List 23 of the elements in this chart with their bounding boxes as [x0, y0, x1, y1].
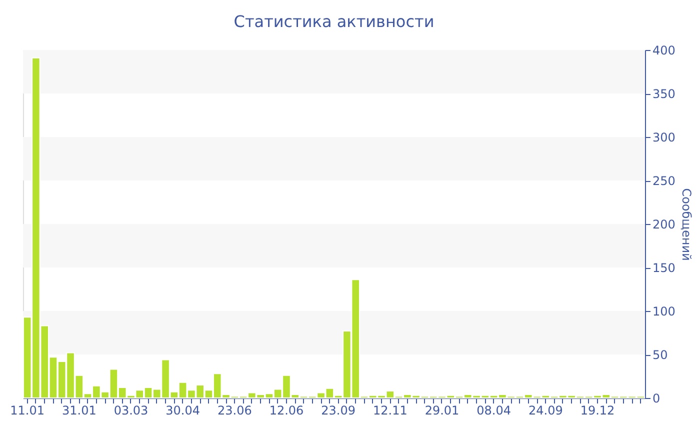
y-tick-label: 0 [652, 392, 660, 406]
chart-title: Статистика активности [234, 12, 434, 31]
x-tick-label: 03.03 [114, 404, 148, 418]
x-tick-label: 30.04 [166, 404, 200, 418]
y-tick-label: 50 [652, 348, 668, 362]
x-tick-label: 23.06 [217, 404, 252, 418]
y-tick-label: 250 [652, 174, 676, 188]
x-tick-label: 08.04 [476, 404, 511, 418]
x-tick-label: 29.01 [424, 404, 460, 418]
x-tick-label: 24.09 [528, 404, 563, 418]
y-tick-label: 100 [652, 304, 676, 318]
y-tick-label: 400 [652, 44, 676, 58]
y-tick-label: 200 [652, 218, 676, 232]
y-axis-title: Сообщений [679, 188, 694, 261]
x-tick-label: 19.12 [580, 404, 615, 418]
y-tick-label: 150 [652, 261, 676, 275]
x-tick-label: 23.09 [321, 404, 356, 418]
x-tick-label: 31.01 [62, 404, 96, 418]
x-tick-label: 12.06 [269, 404, 304, 418]
x-tick-label: 12.11 [372, 404, 408, 418]
y-tick-label: 300 [652, 130, 676, 144]
x-tick-label: 11.01 [10, 404, 44, 418]
y-tick-label: 350 [652, 87, 676, 101]
